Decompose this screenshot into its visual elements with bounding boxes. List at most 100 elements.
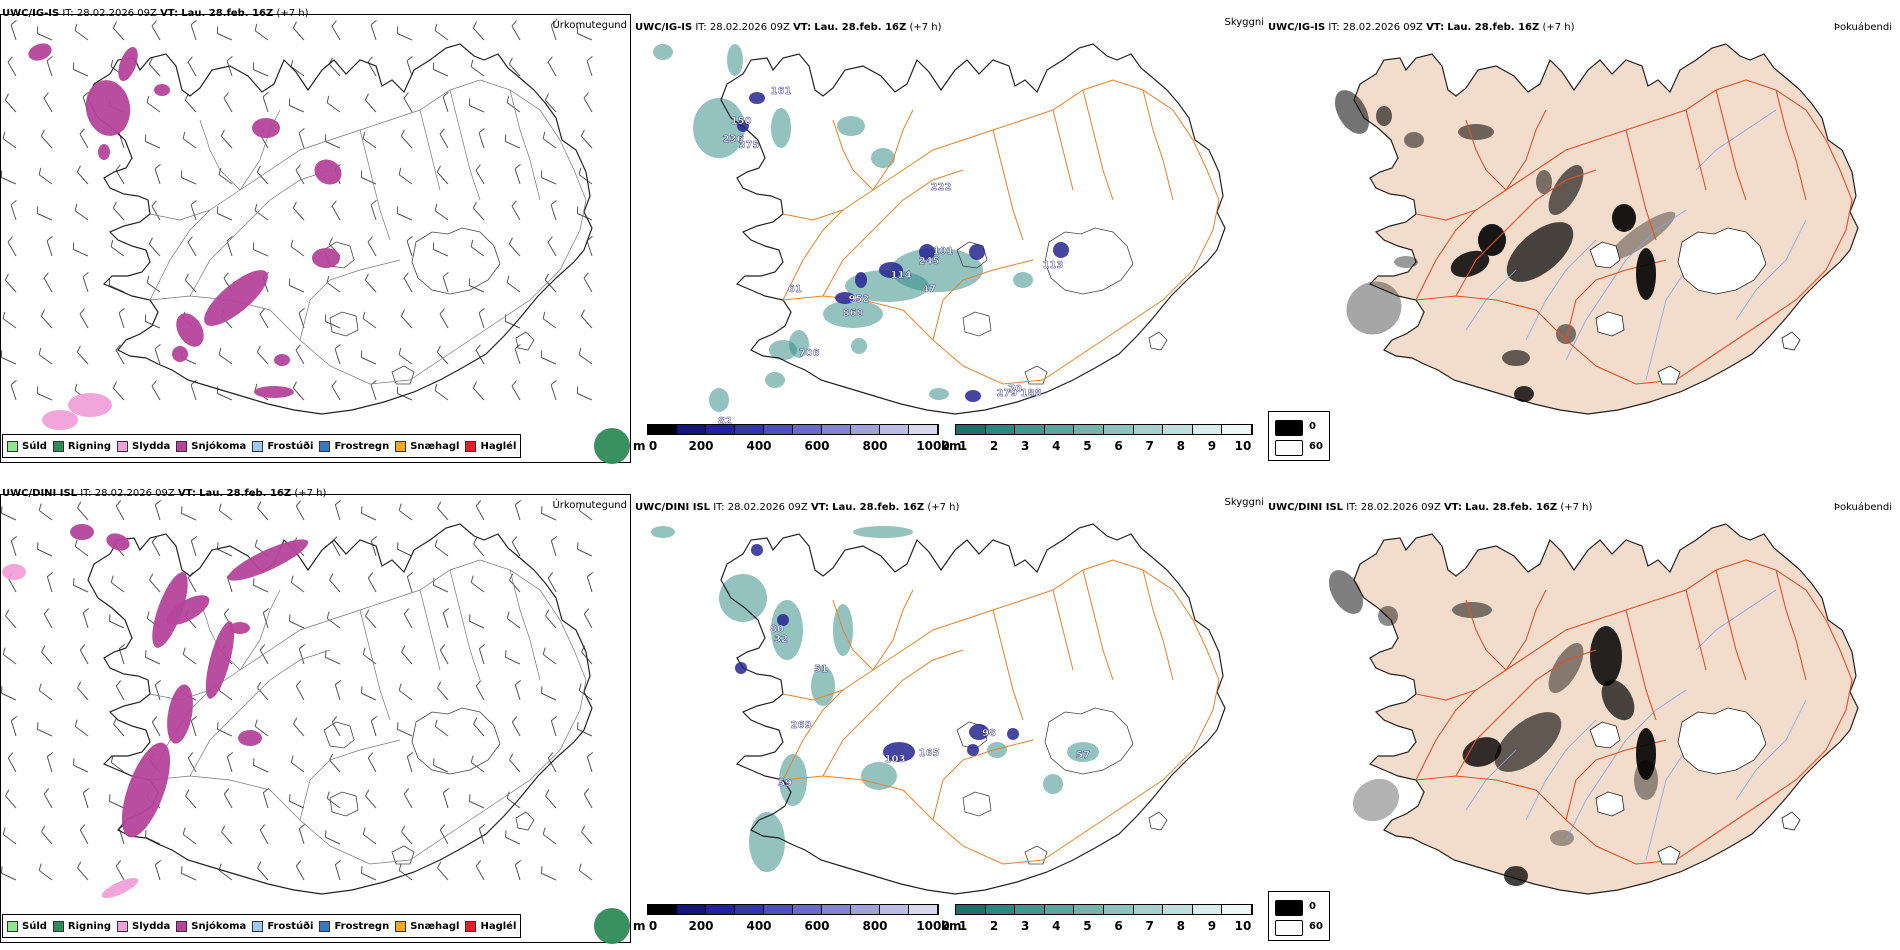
wind-barb [478, 132, 485, 149]
wind-barb-flag [43, 788, 50, 795]
precip-legend-swatch [465, 920, 477, 932]
wind-barb [433, 764, 449, 773]
ceiling-value-label: 103 [885, 754, 906, 765]
wind-barb-flag [290, 59, 294, 67]
wind-barb-flag [254, 23, 258, 31]
wind-barb-flag [38, 683, 42, 691]
wind-barb [361, 357, 377, 365]
wind-barb-flag [151, 200, 157, 207]
ceiling-value-label: 222 [931, 182, 952, 193]
precip-legend-item: Frostúði [252, 920, 313, 932]
snow-area [172, 346, 188, 362]
wind-barb-flag [290, 755, 294, 763]
it-value: 28.02.2026 09Z [709, 22, 790, 33]
fog-map[interactable] [1266, 0, 1900, 470]
wind-barb-flag [367, 572, 374, 579]
wind-barb [437, 507, 449, 521]
ceiling-value-label: 868 [843, 308, 864, 319]
colorbar-segment [1044, 905, 1075, 914]
wind-barb [46, 756, 53, 773]
colorbar-segment [822, 905, 851, 914]
wind-barb-flag [437, 501, 442, 509]
wind-barb-flag [472, 201, 477, 209]
wind-barb-flag [299, 823, 306, 830]
low-ceiling-area [1053, 242, 1069, 258]
precip-legend-label: Súld [22, 920, 47, 932]
wind-barb-flag [326, 791, 330, 799]
wind-barb [10, 540, 17, 557]
wind-barb [148, 243, 161, 257]
wind-barb [406, 240, 413, 257]
wind-barb-flag [259, 308, 265, 315]
wind-barb-flag [542, 647, 546, 655]
fog-legend-high-swatch [1275, 900, 1303, 916]
wind-barb-flag [436, 345, 441, 353]
wind-barb [217, 548, 233, 557]
wind-barb [220, 135, 233, 149]
wind-barb-flag [580, 309, 585, 317]
wind-barb-flag [583, 272, 589, 279]
wind-barb [73, 764, 89, 773]
ceiling-value-label: 70 [1008, 384, 1022, 395]
wind-barb-flag [587, 571, 594, 578]
panel-title: Þokuábendi [1833, 22, 1892, 33]
rain-area [594, 908, 630, 944]
road-segment [239, 109, 281, 191]
colorbar-tick-label: 600 [804, 919, 830, 933]
colorbar-segment [956, 425, 986, 434]
wind-barb [154, 864, 161, 881]
wind-barb [472, 27, 485, 41]
wind-barb [5, 795, 17, 809]
colorbar-segment [1133, 905, 1164, 914]
precip-type-map[interactable] [0, 0, 633, 470]
wind-barb-flag [434, 719, 438, 727]
wind-barb-flag [473, 717, 478, 725]
low-visibility-area [719, 574, 767, 622]
road-segment [1052, 109, 1074, 191]
model-name: UWC/IG-IS [635, 22, 693, 33]
precip-type-map[interactable] [0, 480, 633, 950]
fog-map[interactable] [1266, 480, 1900, 950]
low-visibility-area [1013, 272, 1033, 288]
colorbar-segment [1044, 425, 1075, 434]
wind-barb-flag [439, 308, 445, 315]
river-segment [1465, 749, 1517, 811]
wind-barb [506, 617, 521, 629]
road-segment [299, 739, 401, 821]
wind-barb [511, 385, 521, 401]
wind-barb [185, 795, 197, 809]
wind-barb [478, 312, 485, 329]
wind-barb-flag [511, 716, 518, 723]
colorbar-segment [1192, 425, 1223, 434]
wind-barb [145, 656, 161, 665]
wind-barb [190, 720, 197, 737]
low-ceiling-area [967, 744, 979, 756]
fog-area [1404, 132, 1424, 148]
wind-barb [1, 692, 17, 701]
wind-barb [41, 651, 53, 665]
wind-barb [470, 66, 485, 77]
wind-barb-flag [398, 863, 402, 871]
wind-barb-flag [220, 129, 225, 137]
wind-barb [550, 540, 557, 557]
panel-title: Þokuábendi [1833, 502, 1892, 513]
colorbar-segment [909, 905, 938, 914]
lead-time: (+7 h) [1542, 22, 1575, 33]
wind-barb [10, 384, 17, 401]
it-label: IT: [62, 8, 74, 19]
road-segment [1142, 569, 1174, 681]
wind-barb [470, 246, 485, 257]
wind-barb-flag [401, 645, 406, 653]
panel-title: Skyggni [1224, 497, 1264, 508]
wind-barb-flag [190, 379, 197, 386]
wind-barb [184, 99, 197, 113]
visibility-map[interactable]: 1502363751612451141019528687061138222270… [633, 0, 1266, 470]
wind-barb-flag [542, 827, 546, 835]
wind-barb-flag [514, 163, 521, 170]
wind-barb [292, 207, 305, 221]
glacier-outline [323, 707, 535, 865]
fog-legend-high-swatch [1275, 420, 1303, 436]
wind-barb [146, 282, 161, 293]
wind-barb [226, 756, 233, 773]
